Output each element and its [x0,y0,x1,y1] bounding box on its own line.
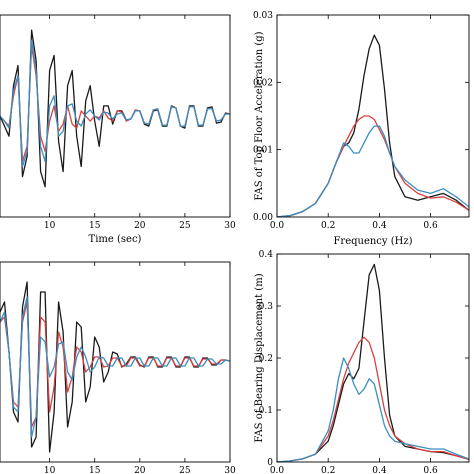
series-line [0,29,230,188]
series-line [277,125,469,217]
y-axis-label: FAS of Bearing Displacement (m) [254,273,265,442]
x-tick-label: 20 [134,221,146,231]
series-line [277,357,469,462]
x-tick-label: 0.2 [321,221,335,231]
x-tick-label: 30 [224,466,236,474]
x-tick-label: 0.4 [372,221,387,231]
y-tick-label: 0.00 [253,213,273,223]
y-tick-label: 0.02 [253,78,273,88]
series-line [0,296,230,438]
y-tick-label: 0.2 [259,354,273,364]
x-tick-label: 15 [89,466,101,474]
series-group [277,34,469,217]
x-tick-label: 0.4 [372,466,387,474]
plot-frame [0,261,231,463]
fas-top-floor-acceleration-panel: 0.0 0.2 0.4 0.6 0.00 0.01 0.02 0.03 Frequency (H… [253,11,470,247]
x-tick-label: 0.6 [423,466,438,474]
series-line [277,115,469,217]
series-line [277,336,469,462]
x-tick-label: 20 [134,466,146,474]
y-tick-label: 0 [267,458,273,468]
series-group [0,281,230,453]
x-tick-label: 0.0 [270,466,285,474]
y-axis-label: FAS of Top Floor Acceleration (g) [254,31,265,200]
plot-frame [276,14,470,218]
series-group [0,29,230,188]
x-axis-label: Frequency (Hz) [333,236,412,247]
series-line [0,301,230,428]
series-line [277,263,469,462]
x-tick-label: 25 [179,466,191,474]
x-tick-label: 0.2 [321,466,335,474]
y-tick-label: 0.01 [253,146,273,156]
time-history-bottom-panel: 10 15 20 25 30 [0,261,236,474]
fas-bearing-displacement-panel: 0.0 0.2 0.4 0.6 0 0.1 0.2 0.3 0.4 FAS of Bearing … [254,250,470,474]
y-tick-label: 0.1 [259,406,273,416]
x-tick-label: 10 [44,466,56,474]
plot-frame [276,253,470,463]
x-axis-label: Time (sec) [89,234,142,245]
x-tick-label: 30 [224,221,236,231]
y-tick-label: 0.4 [259,250,274,260]
series-line [0,39,230,168]
series-group [277,263,469,462]
y-tick-label: 0.03 [253,11,273,21]
x-tick-label: 0.0 [270,221,285,231]
x-tick-label: 25 [179,221,191,231]
time-history-top-panel: 10 15 20 25 30 Time (sec) [0,14,236,245]
x-tick-label: 0.6 [423,221,438,231]
x-tick-label: 10 [44,221,56,231]
x-tick-label: 15 [89,221,101,231]
plot-frame [0,14,231,218]
y-tick-label: 0.3 [259,302,274,312]
